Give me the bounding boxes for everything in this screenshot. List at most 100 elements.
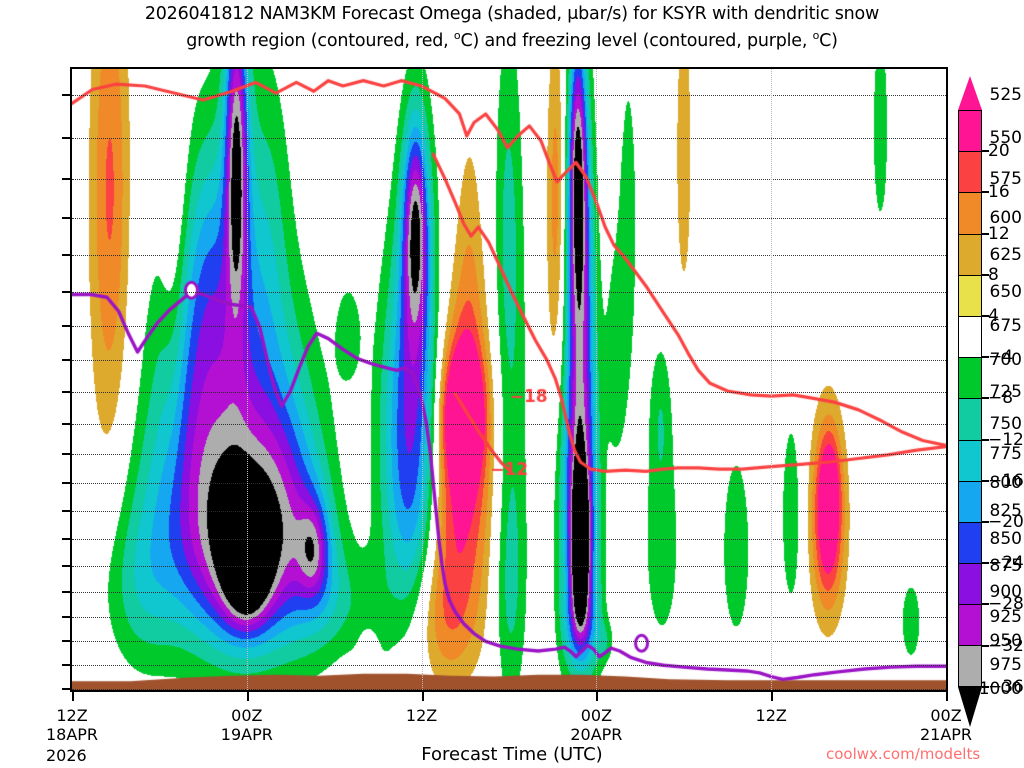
x-tick-time-1: 00Z bbox=[231, 706, 262, 725]
gridline-h-600 bbox=[72, 218, 946, 219]
colorbar-band-9 bbox=[958, 481, 982, 522]
y-tick-mark-1000 bbox=[62, 688, 70, 690]
y-tick-mark-775 bbox=[62, 453, 70, 455]
gridline-h-1000 bbox=[72, 689, 946, 690]
y-tick-mark-700 bbox=[62, 359, 70, 361]
colorbar-band-8 bbox=[958, 440, 982, 481]
gridline-h-925 bbox=[72, 617, 946, 618]
colorbar-tick-mark-11 bbox=[982, 603, 989, 605]
gridline-v-24 bbox=[422, 69, 423, 690]
colorbar-tick-mark-6 bbox=[982, 397, 989, 399]
colorbar bbox=[958, 110, 982, 687]
x-tick-time-2: 12Z bbox=[406, 706, 437, 725]
y-tick-mark-650 bbox=[62, 291, 70, 293]
omega-field bbox=[72, 69, 946, 690]
x-tick-mark-5 bbox=[946, 692, 948, 701]
gridline-h-900 bbox=[72, 592, 946, 593]
x-tick-mark-4 bbox=[771, 692, 773, 701]
colorbar-band-11 bbox=[958, 563, 982, 604]
colorbar-tick-mark-7 bbox=[982, 439, 989, 441]
colorbar-band-0 bbox=[958, 110, 982, 151]
gridline-h-750 bbox=[72, 424, 946, 425]
colorbar-over-arrow bbox=[958, 76, 982, 110]
colorbar-tick-label-neg28: −28 bbox=[988, 594, 1024, 614]
colorbar-band-10 bbox=[958, 522, 982, 563]
gridline-h-850 bbox=[72, 539, 946, 540]
colorbar-band-2 bbox=[958, 192, 982, 233]
colorbar-tick-label-neg16: −16 bbox=[988, 471, 1024, 491]
colorbar-band-13 bbox=[958, 645, 982, 686]
y-tick-label-625: 625 bbox=[990, 245, 1022, 265]
colorbar-tick-mark-10 bbox=[982, 562, 989, 564]
colorbar-band-6 bbox=[958, 357, 982, 398]
y-tick-mark-800 bbox=[62, 482, 70, 484]
x-tick-mark-3 bbox=[596, 692, 598, 701]
y-tick-label-975: 975 bbox=[990, 655, 1022, 675]
x-tick-label-4: 12Z bbox=[756, 706, 787, 725]
x-tick-mark-1 bbox=[247, 692, 249, 701]
colorbar-under-arrow bbox=[958, 687, 982, 727]
x-tick-label-1: 00Z19APR bbox=[221, 706, 273, 744]
gridline-h-550 bbox=[72, 138, 946, 139]
colorbar-tick-mark-5 bbox=[982, 356, 989, 358]
x-tick-time-0: 12Z bbox=[56, 706, 87, 725]
gridline-h-725 bbox=[72, 392, 946, 393]
gridline-v-48 bbox=[771, 69, 772, 690]
y-tick-mark-750 bbox=[62, 423, 70, 425]
x-tick-date-0: 18APR bbox=[46, 725, 98, 744]
y-tick-mark-675 bbox=[62, 325, 70, 327]
gridline-h-950 bbox=[72, 641, 946, 642]
chart-title: 2026041812 NAM3KM Forecast Omega (shaded… bbox=[0, 4, 1024, 52]
gridline-h-800 bbox=[72, 483, 946, 484]
x-tick-date-1: 19APR bbox=[221, 725, 273, 744]
credit-watermark: coolwx.com/modelts bbox=[826, 745, 980, 763]
x-tick-time-5: 00Z bbox=[930, 706, 961, 725]
x-tick-label-3: 00Z20APR bbox=[570, 706, 622, 744]
colorbar-tick-mark-0 bbox=[982, 150, 989, 152]
y-tick-mark-925 bbox=[62, 616, 70, 618]
x-tick-date-5: 21APR bbox=[920, 725, 972, 744]
colorbar-tick-label-16: 16 bbox=[988, 182, 1010, 202]
chart-title-line1: 2026041812 NAM3KM Forecast Omega (shaded… bbox=[145, 4, 879, 24]
y-tick-mark-850 bbox=[62, 538, 70, 540]
omega-shaded-canvas bbox=[72, 69, 946, 690]
gridline-h-775 bbox=[72, 454, 946, 455]
gridline-h-575 bbox=[72, 179, 946, 180]
colorbar-tick-mark-3 bbox=[982, 274, 989, 276]
x-tick-time-3: 00Z bbox=[581, 706, 612, 725]
colorbar-band-4 bbox=[958, 275, 982, 316]
y-tick-mark-550 bbox=[62, 137, 70, 139]
y-tick-mark-900 bbox=[62, 591, 70, 593]
colorbar-tick-label-neg36: −36 bbox=[988, 677, 1024, 697]
plot-area[interactable] bbox=[70, 67, 948, 692]
colorbar-band-7 bbox=[958, 398, 982, 439]
y-tick-mark-975 bbox=[62, 664, 70, 666]
x-tick-label-2: 12Z bbox=[406, 706, 437, 725]
x-tick-date-3: 20APR bbox=[570, 725, 622, 744]
gridline-v-36 bbox=[596, 69, 597, 690]
colorbar-tick-label-20: 20 bbox=[988, 141, 1010, 161]
y-tick-mark-525 bbox=[62, 94, 70, 96]
colorbar-band-5 bbox=[958, 316, 982, 357]
colorbar-tick-mark-4 bbox=[982, 315, 989, 317]
y-tick-label-525: 525 bbox=[990, 85, 1022, 105]
gridline-h-700 bbox=[72, 360, 946, 361]
colorbar-tick-label-neg4: −4 bbox=[988, 347, 1013, 367]
chart-title-line2: growth region (contoured, red, oC) and f… bbox=[0, 25, 1024, 52]
colorbar-tick-label-12: 12 bbox=[988, 224, 1010, 244]
colorbar-tick-label-neg12: −12 bbox=[988, 430, 1024, 450]
x-tick-time-4: 12Z bbox=[756, 706, 787, 725]
x-tick-mark-2 bbox=[422, 692, 424, 701]
colorbar-tick-label-neg20: −20 bbox=[988, 512, 1024, 532]
gridline-h-650 bbox=[72, 292, 946, 293]
x-tick-label-0: 12Z18APR bbox=[46, 706, 98, 744]
y-tick-mark-950 bbox=[62, 640, 70, 642]
gridline-h-525 bbox=[72, 95, 946, 96]
colorbar-tick-label-neg24: −24 bbox=[988, 553, 1024, 573]
colorbar-tick-label-8: 8 bbox=[988, 265, 999, 285]
y-tick-mark-725 bbox=[62, 391, 70, 393]
colorbar-tick-label-neg8: −8 bbox=[988, 388, 1013, 408]
colorbar-tick-label-4: 4 bbox=[988, 306, 999, 326]
colorbar-tick-mark-2 bbox=[982, 233, 989, 235]
colorbar-tick-label-neg32: −32 bbox=[988, 636, 1024, 656]
